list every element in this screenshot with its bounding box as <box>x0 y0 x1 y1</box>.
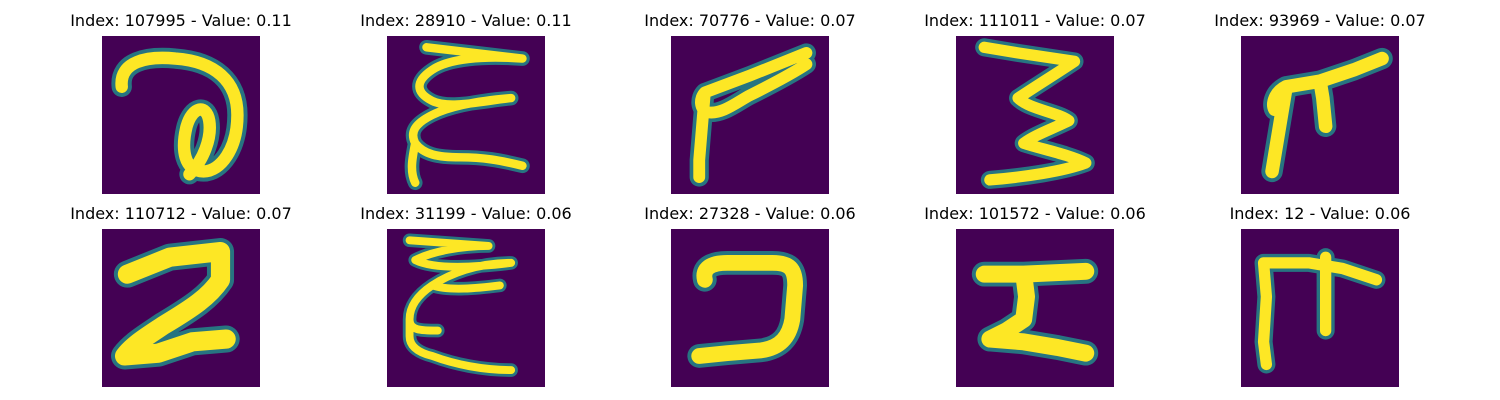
panel-title: Index: 101572 - Value: 0.06 <box>924 204 1146 223</box>
handwritten-glyph-loop-image <box>102 36 260 194</box>
sample-panel-7: Index: 31199 - Value: 0.06 <box>351 203 581 393</box>
panel-title: Index: 12 - Value: 0.06 <box>1229 204 1411 223</box>
panel-title: Index: 110712 - Value: 0.07 <box>70 204 292 223</box>
panel-title: Index: 27328 - Value: 0.06 <box>644 204 856 223</box>
sample-panel-10: Index: 12 - Value: 0.06 <box>1205 203 1435 393</box>
sample-panel-5: Index: 93969 - Value: 0.07 <box>1205 10 1435 200</box>
handwritten-glyph-branch-image <box>1241 36 1399 194</box>
sample-panel-9: Index: 101572 - Value: 0.06 <box>920 203 1150 393</box>
panel-title: Index: 111011 - Value: 0.07 <box>924 11 1146 30</box>
handwritten-glyph-branch-image <box>1241 229 1399 387</box>
handwritten-glyph-three-image <box>956 36 1114 194</box>
panel-title: Index: 93969 - Value: 0.07 <box>1214 11 1426 30</box>
handwritten-glyph-zigzag-e-image <box>387 36 545 194</box>
panel-title: Index: 28910 - Value: 0.11 <box>360 11 572 30</box>
panel-title: Index: 31199 - Value: 0.06 <box>360 204 572 223</box>
sample-panel-4: Index: 111011 - Value: 0.07 <box>920 10 1150 200</box>
sample-panel-2: Index: 28910 - Value: 0.11 <box>351 10 581 200</box>
sample-panel-6: Index: 110712 - Value: 0.07 <box>66 203 296 393</box>
panel-title: Index: 107995 - Value: 0.11 <box>70 11 292 30</box>
handwritten-glyph-arrow-image <box>671 36 829 194</box>
sample-panel-3: Index: 70776 - Value: 0.07 <box>635 10 865 200</box>
handwritten-glyph-hook-image <box>671 229 829 387</box>
panel-title: Index: 70776 - Value: 0.07 <box>644 11 856 30</box>
handwritten-glyph-seven-image <box>102 229 260 387</box>
handwritten-glyph-zigzag-e-image <box>387 229 545 387</box>
sample-panel-8: Index: 27328 - Value: 0.06 <box>635 203 865 393</box>
sample-panel-1: Index: 107995 - Value: 0.11 <box>66 10 296 200</box>
handwritten-glyph-z-image <box>956 229 1114 387</box>
